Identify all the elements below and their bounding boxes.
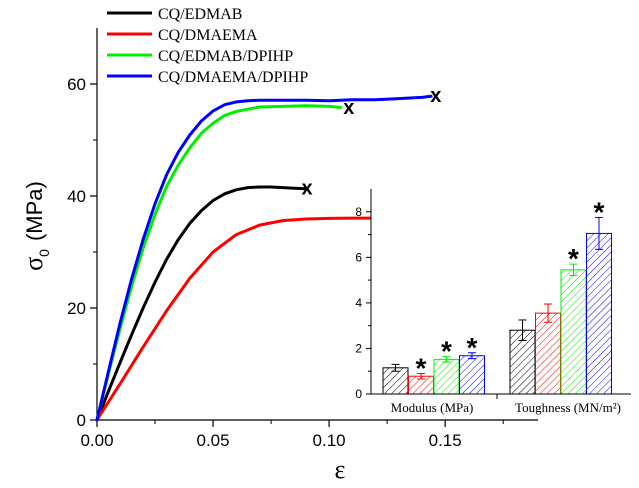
significance-marker: * [416,353,427,384]
inset-y-tick-label: 8 [355,205,362,219]
main-series-group: xxxx [95,85,441,422]
significance-marker: * [594,196,605,227]
legend-label: CQ/DMAEMA/DPIHP [158,69,308,86]
legend-label: CQ/EDMAB [158,6,242,23]
inset-group-label: Modulus (MPa) [391,400,474,415]
legend-label: CQ/DMAEMA [158,27,258,44]
x-tick-label: 0.00 [80,431,113,450]
y-axis-symbol: σ [19,257,48,271]
inset-y-tick-label: 2 [355,341,362,355]
inset-y-tick-label: 0 [355,387,362,401]
failure-marker-cq-edmab: x [301,178,312,200]
inset-bar-chart: * * * * * 0 2 4 6 8 Modulus (MPa) Toughness (MN/m²… [355,189,631,415]
significance-marker: * [467,332,478,363]
y-axis-subscript: 0 [36,249,52,257]
bar-cq-dmaema [535,312,561,395]
main-x-axis-title: ε [335,455,346,484]
significance-marker: * [441,336,452,367]
inset-y-tick-label: 6 [355,250,362,264]
failure-marker-cq-edmab-dpihp: x [343,97,354,119]
significance-marker: * [568,243,579,274]
legend-label: CQ/EDMAB/DPIHP [158,48,293,65]
inset-group-label: Toughness (MN/m²) [515,400,621,415]
y-tick-label: 60 [67,75,86,94]
y-axis-units: (MPa) [22,181,47,241]
series-line-cq-dmaema-dpihp [95,94,433,422]
series-line-cq-edmab [95,185,308,422]
failure-marker-cq-dmaema-dpihp: x [430,85,441,107]
inset-y-tick-label: 4 [355,296,362,310]
bar-cq-edmab [382,367,409,395]
x-tick-label: 0.15 [429,431,462,450]
bar-cq-dmaema-dpihp [586,232,612,395]
main-y-axis-title: σ0 (MPa) [19,181,52,271]
x-tick-label: 0.10 [313,431,346,450]
y-tick-label: 20 [67,299,86,318]
bar-cq-edmab-dpihp [560,269,587,395]
y-tick-label: 0 [77,411,86,430]
series-line-cq-dmaema [95,216,401,422]
series-line-cq-edmab-dpihp [95,104,343,422]
y-tick-label: 40 [67,187,86,206]
legend: CQ/EDMAB CQ/DMAEMA CQ/EDMAB/DPIHP CQ/DMAEMA… [107,6,308,86]
bar-cq-dmaema-dpihp [459,355,485,395]
x-tick-label: 0.05 [197,431,230,450]
